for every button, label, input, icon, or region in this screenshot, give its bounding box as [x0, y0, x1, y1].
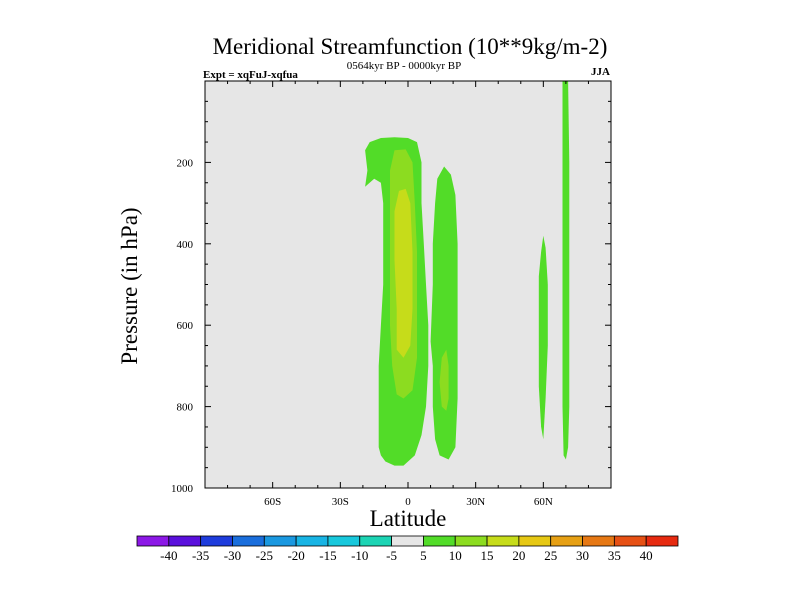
- y-tick-label: 1000: [171, 483, 194, 495]
- colorbar-label: 35: [608, 548, 621, 563]
- colorbar-swatch: [454, 535, 488, 547]
- colorbar-label: 20: [512, 548, 525, 563]
- colorbar-swatch: [518, 535, 552, 547]
- contour-regions: [365, 81, 570, 466]
- y-tick-label: 200: [177, 157, 194, 169]
- colorbar-swatch: [295, 535, 329, 547]
- y-tick-label: 400: [177, 239, 194, 251]
- x-tick-label: 60N: [534, 496, 553, 508]
- colorbar-label: -25: [256, 548, 273, 563]
- colorbar-swatch: [486, 535, 520, 547]
- experiment-label: Expt = xqFuJ-xqfua: [203, 69, 298, 81]
- colorbar-label: 40: [640, 548, 653, 563]
- x-axis-title: Latitude: [370, 506, 447, 531]
- colorbar-label: -20: [287, 548, 304, 563]
- y-tick-label: 800: [177, 402, 194, 414]
- colorbar-swatch: [359, 535, 392, 547]
- colorbar-swatch: [645, 535, 679, 547]
- colorbar-label: -40: [160, 548, 177, 563]
- colorbar-label: 30: [576, 548, 589, 563]
- colorbar: -40 -35 -30 -25 -20 -15 -10 -5 5 10 15 20 25 30 35 40: [136, 535, 679, 563]
- colorbar-label: -15: [319, 548, 336, 563]
- colorbar-swatch: [136, 535, 170, 547]
- period-label: 0564kyr BP - 0000kyr BP: [347, 60, 462, 72]
- colorbar-swatch: [263, 535, 297, 547]
- colorbar-swatch: [232, 535, 265, 547]
- x-tick-label: 30N: [466, 496, 485, 508]
- y-axis: 200 400 600 800 1000: [171, 100, 611, 495]
- y-axis-title: Pressure (in hPa): [117, 207, 142, 364]
- colorbar-label: 25: [544, 548, 557, 563]
- colorbar-label: -10: [351, 548, 368, 563]
- colorbar-label: 10: [449, 548, 462, 563]
- x-tick-label: 60S: [264, 496, 281, 508]
- colorbar-swatch: [391, 535, 424, 547]
- colorbar-swatch: [327, 535, 361, 547]
- season-label: JJA: [591, 66, 610, 78]
- colorbar-swatch: [613, 535, 647, 547]
- colorbar-label: 15: [481, 548, 494, 563]
- colorbar-label: 5: [420, 548, 427, 563]
- colorbar-swatch: [423, 535, 456, 547]
- colorbar-swatch: [168, 535, 202, 547]
- contour-nh-cell-level1: [430, 166, 458, 460]
- colorbar-label: -35: [192, 548, 209, 563]
- contour-cell-70n: [562, 81, 570, 460]
- contour-nh-cell-level2: [439, 349, 449, 411]
- x-axis: 60S 30S 0 30N 60N: [227, 81, 589, 508]
- y-tick-label: 600: [177, 320, 194, 332]
- colorbar-swatch: [582, 535, 615, 547]
- contour-main-cell-level3: [394, 188, 413, 358]
- colorbar-swatch: [550, 535, 583, 547]
- colorbar-label: -5: [386, 548, 397, 563]
- x-tick-label: 30S: [332, 496, 349, 508]
- chart-title: Meridional Streamfunction (10**9kg/m-2): [213, 34, 608, 59]
- x-tick-label: 0: [405, 496, 411, 508]
- colorbar-swatch: [200, 535, 233, 547]
- contour-cell-60n: [538, 235, 548, 440]
- colorbar-label: -30: [224, 548, 241, 563]
